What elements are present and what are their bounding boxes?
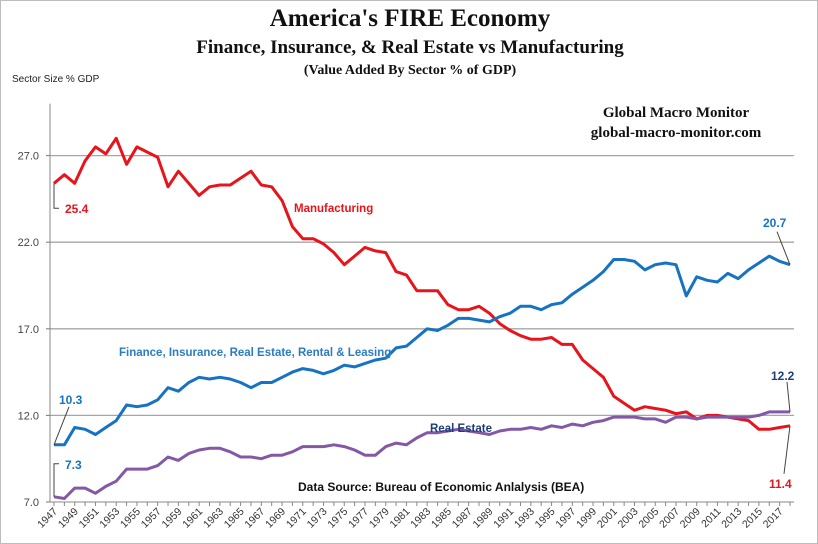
y-tick-label: 12.0: [18, 410, 39, 422]
x-tick-label: 1957: [139, 506, 164, 531]
y-tick-label: 7.0: [24, 497, 39, 509]
x-tick-label: 1951: [77, 506, 102, 531]
x-tick-label: 1995: [533, 506, 558, 531]
x-tick-label: 1961: [180, 506, 205, 531]
x-tick-label: 1947: [35, 506, 60, 531]
y-tick-label: 22.0: [18, 237, 39, 249]
value-label-fire-end: 20.7: [763, 216, 787, 230]
x-tick-label: 1955: [118, 506, 143, 531]
x-tick-label: 2015: [740, 506, 765, 531]
x-tick-label: 1949: [56, 506, 81, 531]
y-tick-label: 17.0: [18, 324, 39, 336]
callout-line: [53, 406, 70, 446]
brand-name: Global Macro Monitor: [602, 105, 750, 121]
chart-subtitle: Finance, Insurance, & Real Estate vs Man…: [196, 37, 624, 58]
x-tick-label: 1977: [346, 506, 371, 531]
x-tick-label: 1983: [408, 506, 433, 531]
y-axis-label: Sector Size % GDP: [12, 74, 100, 85]
x-tick-label: 2011: [699, 506, 724, 531]
x-tick-label: 1963: [201, 506, 226, 531]
brand-url: global-macro-monitor.com: [590, 125, 762, 141]
x-tick-label: 2001: [595, 506, 620, 531]
callout-line: [53, 183, 59, 209]
x-tick-label: 1989: [470, 506, 495, 531]
x-tick-label: 1981: [388, 506, 413, 531]
value-label-real-estate-start: 7.3: [65, 458, 82, 472]
x-tick-label: 1999: [574, 506, 599, 531]
x-tick-label: 1993: [512, 506, 537, 531]
x-tick-label: 1987: [450, 506, 475, 531]
y-tick-label: 27.0: [18, 151, 39, 163]
x-tick-label: 1991: [491, 506, 516, 531]
x-tick-label: 1979: [367, 506, 392, 531]
x-tick-label: 2003: [616, 506, 641, 531]
series-line-manufacturing: [53, 136, 791, 431]
series-line-fire: [54, 254, 791, 447]
series-label-real-estate: Real Estate: [430, 423, 492, 435]
x-tick-label: 1997: [553, 506, 578, 531]
x-tick-label: 1971: [284, 506, 309, 531]
value-label-fire-start: 10.3: [59, 393, 83, 407]
x-tick-label: 2009: [678, 506, 703, 531]
value-label-real-estate-end: 12.2: [771, 369, 795, 383]
x-tick-label: 2005: [636, 506, 661, 531]
x-tick-label: 1959: [160, 506, 185, 531]
callout-line: [786, 381, 791, 412]
x-tick-label: 2017: [761, 506, 786, 531]
x-tick-label: 1975: [325, 506, 350, 531]
series-label-fire: Finance, Insurance, Real Estate, Rental …: [119, 347, 391, 359]
data-source-note: Data Source: Bureau of Economic Anlalysi…: [298, 480, 584, 494]
callout-line: [776, 231, 791, 265]
x-tick-label: 2007: [657, 506, 682, 531]
x-tick-label: 1985: [429, 506, 454, 531]
x-tick-label: 1965: [222, 506, 247, 531]
x-tick-label: 1953: [97, 506, 122, 531]
series-label-manufacturing: Manufacturing: [294, 203, 373, 215]
callout-line: [783, 425, 791, 474]
series-line-real-estate: [53, 410, 790, 500]
x-tick-label: 2013: [719, 506, 744, 531]
x-tick-label: 1967: [242, 506, 267, 531]
chart-title: America's FIRE Economy: [269, 5, 551, 32]
chart-subtitle-secondary: (Value Added By Sector % of GDP): [303, 63, 517, 78]
x-tick-label: 1973: [305, 506, 330, 531]
value-label-manufacturing-end: 11.4: [769, 477, 792, 491]
value-label-manufacturing-start: 25.4: [65, 202, 89, 216]
x-tick-label: 1969: [263, 506, 288, 531]
callout-line: [53, 463, 59, 497]
